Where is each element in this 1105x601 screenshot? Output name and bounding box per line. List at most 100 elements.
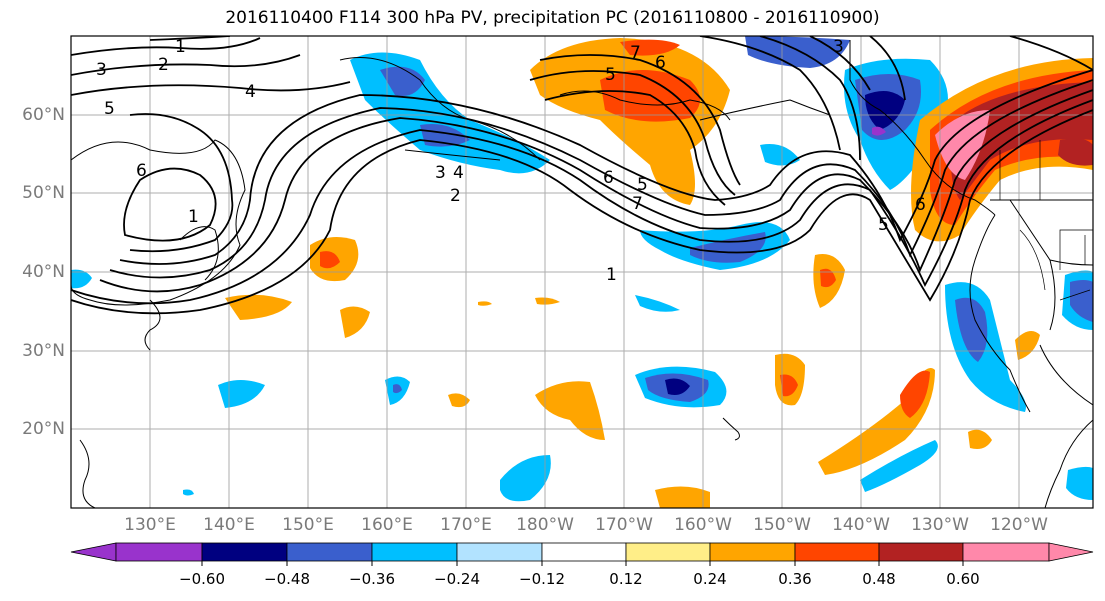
shade-negative [635,295,680,312]
colorbar-tick-label: −0.60 [179,570,225,588]
map-frame [70,35,1094,509]
shade-positive [1015,331,1040,360]
shade-positive [320,251,340,269]
colorbar-tick-label: 0.36 [778,570,812,588]
lat-label: 20°N [22,419,65,439]
contour-label: 5 [637,175,648,195]
contour-label: 3 [96,60,107,80]
colorbar-tick-label: −0.48 [264,570,310,588]
lon-label: 170°E [440,515,492,535]
contour-label: 5 [605,65,616,85]
shade-negative [865,91,905,130]
contour-label: 3 [435,163,446,183]
map-title: 2016110400 F114 300 hPa PV, precipitatio… [225,8,880,28]
colorbar-segment [456,542,543,562]
contour-label: 7 [632,194,643,214]
colorbar-segment [878,542,964,562]
shade-negative [690,232,766,263]
shade-negative [500,455,551,502]
contour-label: 3 [833,37,844,57]
lon-label: 180°W [516,515,574,535]
shade-positive [820,268,836,288]
shade-negative [183,489,194,496]
contour-label: 5 [878,215,889,235]
shade-positive [478,301,492,306]
shade-negative [393,384,402,394]
colorbar-segment [625,542,711,562]
shade-negative [71,269,92,289]
colorbar-segment [962,542,1050,562]
contour-label: 6 [915,195,926,215]
shade-positive [448,393,470,408]
lat-label: 40°N [22,262,65,282]
colorbar-tick-label: 0.60 [946,570,980,588]
colorbar-segment [794,542,880,562]
shade-negative [1070,280,1093,322]
lon-label: 160°W [674,515,732,535]
contour-label: 6 [655,53,666,73]
shade-negative [872,126,886,136]
lon-label: 130°E [124,515,176,535]
contour-label: 2 [450,186,461,206]
graticule [71,36,1093,508]
lon-label: 120°W [990,515,1048,535]
contour-label: 2 [158,55,169,75]
contour-label: 1 [606,265,617,285]
colorbar [70,542,1094,566]
contour-label: 4 [453,163,464,183]
shade-positive [780,374,798,397]
colorbar-segment [371,542,458,562]
shade-negative [955,297,988,362]
contour-label: 7 [630,43,641,63]
contour-label: 1 [188,207,199,227]
lon-label: 150°W [753,515,811,535]
lon-label: 160°E [361,515,413,535]
shade-positive [225,294,292,320]
colorbar-tick-label: −0.24 [434,570,480,588]
colorbar-segment [709,542,796,562]
colorbar-tick-label: 0.24 [693,570,727,588]
lon-label: 150°E [282,515,334,535]
shade-positive [535,381,605,440]
colorbar-tick-label: 0.48 [862,570,896,588]
colorbar-segment [286,542,373,562]
borders [999,140,1093,301]
lon-label: 140°E [203,515,255,535]
shade-positive [818,368,935,475]
shade-negative [760,144,800,166]
shade-positive [968,429,992,449]
lon-label: 130°W [911,515,969,535]
shade-positive [655,486,710,508]
colorbar-extend-low [70,542,117,562]
shade-positive [535,297,560,305]
contour-label: 6 [603,168,614,188]
contour-label: 5 [104,99,115,119]
shade-positive [900,370,930,418]
lon-label: 140°W [832,515,890,535]
contour-label: 1 [175,37,186,57]
lon-label: 170°W [595,515,653,535]
lat-label: 30°N [22,341,65,361]
pv-contours [71,36,1093,315]
colorbar-tick-label: 0.12 [609,570,643,588]
contour-label: 6 [136,161,147,181]
colorbar-tick-label: −0.36 [349,570,395,588]
shade-negative [665,378,690,395]
shade-positive [340,306,370,338]
colorbar-tick-label: −0.12 [519,570,565,588]
contour-label: 4 [245,82,256,102]
lat-label: 50°N [22,183,65,203]
colorbar-segment [201,542,288,562]
shade-negative [218,380,265,408]
colorbar-extend-high [1048,542,1094,562]
shade-negative [1066,466,1093,500]
colorbar-segment [541,542,627,562]
shade-negative [860,440,938,492]
lat-label: 60°N [22,105,65,125]
colorbar-segment [115,542,203,562]
shade-negative [380,66,425,96]
contour-labels: 1 2 3 4 5 6 1 3 4 2 6 5 7 1 7 6 5 3 5 6 [96,37,926,285]
shade-positive [620,39,680,56]
shade-positive [1058,138,1093,166]
